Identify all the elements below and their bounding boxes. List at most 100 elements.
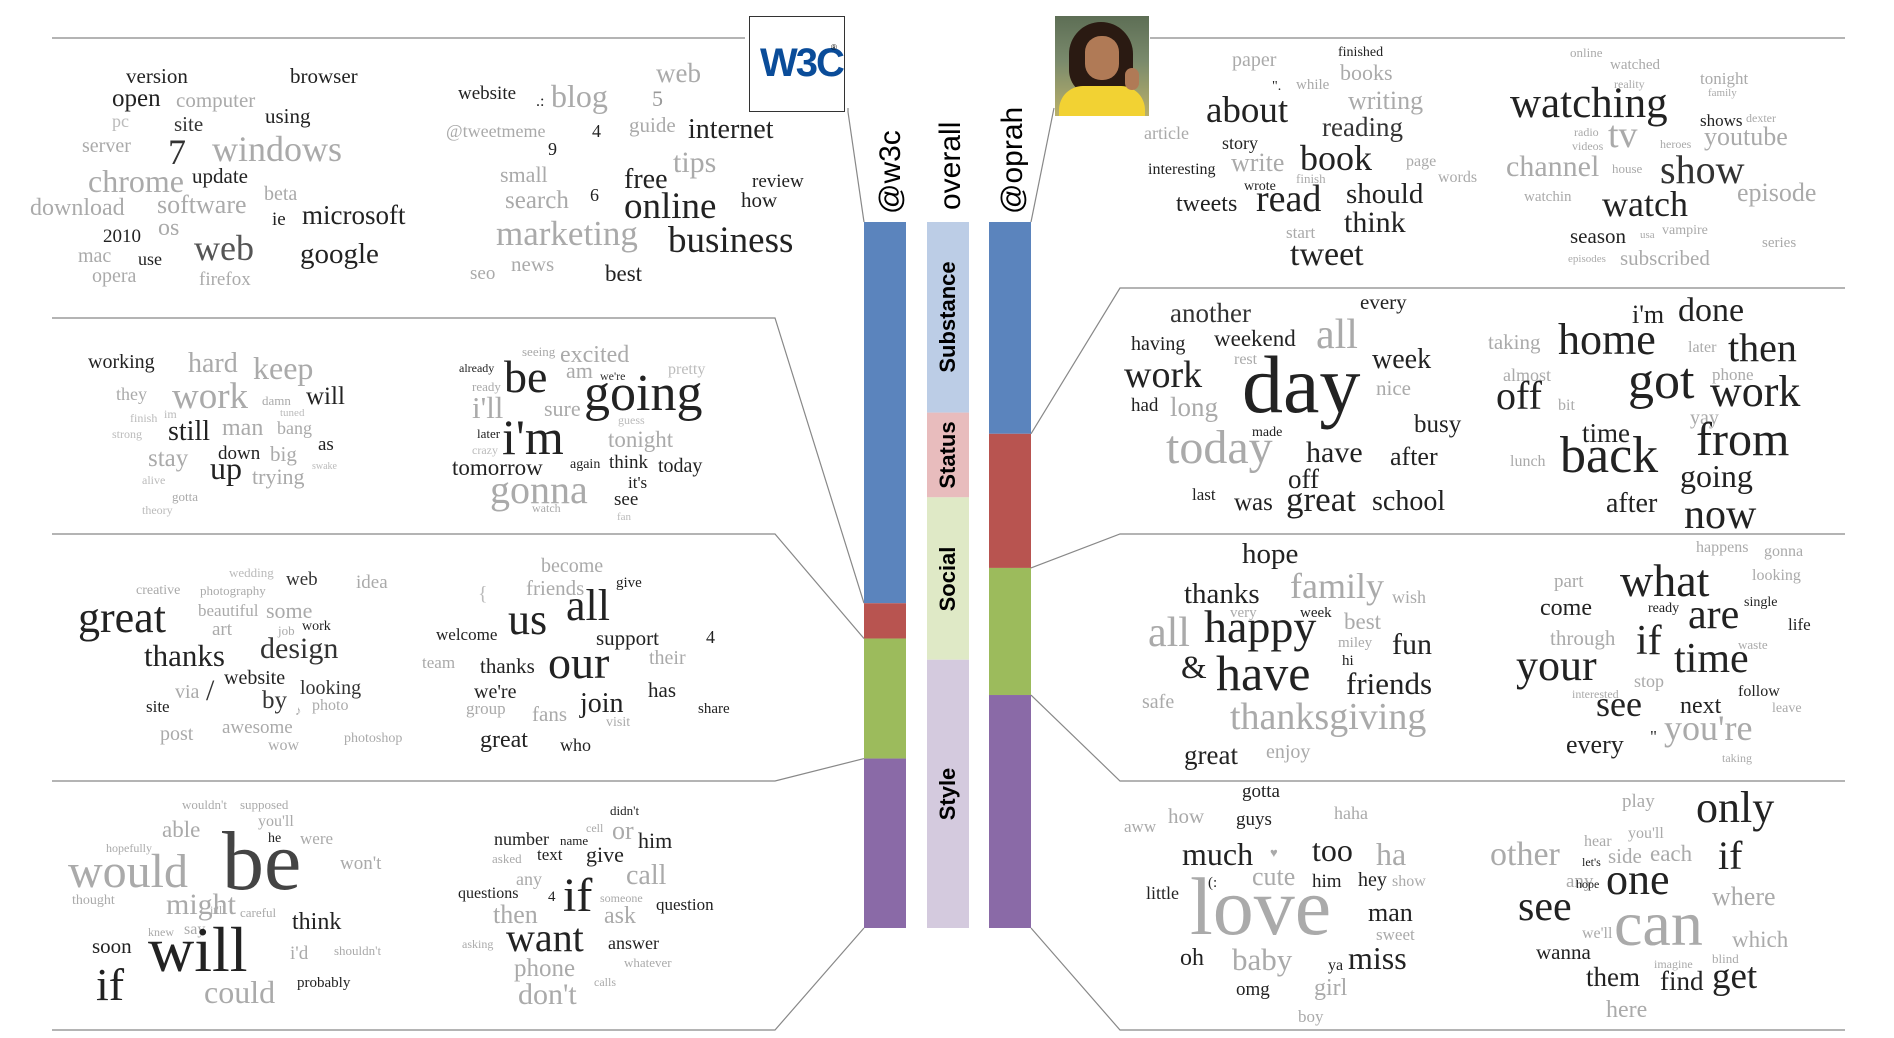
cloud-word: ie bbox=[272, 209, 286, 230]
cloud-word: post bbox=[160, 723, 194, 745]
cloud-word: watch bbox=[1602, 184, 1688, 224]
cloud-word: while bbox=[1296, 77, 1330, 93]
cloud-word: article bbox=[1144, 123, 1189, 143]
cloud-word: youtube bbox=[1704, 122, 1788, 151]
cloud-word: what bbox=[1620, 555, 1710, 606]
cloud-word: fun bbox=[1392, 628, 1432, 661]
cloud-word: computer bbox=[176, 88, 256, 112]
cloud-word: from bbox=[1696, 413, 1790, 466]
cloud-word: cell bbox=[586, 821, 604, 835]
cloud-word: today bbox=[1166, 421, 1273, 474]
category-label-social: Social bbox=[935, 546, 960, 611]
cloud-word: which bbox=[1732, 927, 1789, 952]
cloud-word: beta bbox=[264, 183, 298, 205]
cloud-word: " bbox=[1650, 727, 1657, 746]
cloud-word: gotta bbox=[1242, 781, 1280, 802]
cloud-word: be bbox=[504, 351, 548, 402]
cloud-word: videos bbox=[1572, 139, 1604, 153]
cloud-word: watch bbox=[532, 501, 561, 515]
cloud-word: you're bbox=[1664, 708, 1753, 748]
cloud-word: support bbox=[596, 626, 659, 650]
overall-substance-segment bbox=[927, 222, 969, 413]
cloud-word: week bbox=[1372, 344, 1432, 375]
cloud-word: house bbox=[1612, 161, 1643, 176]
cloud-word: .: bbox=[536, 93, 545, 110]
cloud-word: taking bbox=[1722, 751, 1752, 765]
cloud-word: imagine bbox=[1654, 957, 1693, 971]
w3c-logo-text: W3C bbox=[760, 41, 845, 85]
cloud-word: nice bbox=[1376, 376, 1411, 400]
cloud-word: alive bbox=[142, 473, 166, 487]
cloud-word: every bbox=[1566, 730, 1624, 759]
cloud-word: be bbox=[222, 815, 302, 908]
cloud-word: love bbox=[1190, 861, 1332, 952]
cloud-word: girl bbox=[1314, 975, 1348, 1001]
cloud-word: big bbox=[270, 442, 297, 466]
oprah-photo-connector bbox=[1030, 107, 1055, 223]
cloud-word: photography bbox=[200, 583, 266, 598]
cloud-word: interested bbox=[1572, 687, 1619, 701]
cloud-word: yay bbox=[1690, 407, 1719, 429]
cloud-word: later bbox=[1688, 339, 1717, 356]
cloud-word: seeing bbox=[522, 344, 556, 359]
cloud-word: thanks bbox=[144, 638, 225, 673]
cloud-word: working bbox=[88, 351, 155, 373]
cloud-word: friends bbox=[1346, 666, 1433, 701]
cloud-word: after bbox=[1606, 488, 1658, 519]
cloud-word: tv bbox=[1608, 114, 1638, 156]
cloud-word: online bbox=[1570, 45, 1603, 60]
w3c-panel-divider-2 bbox=[52, 533, 865, 639]
cloud-word: got bbox=[1628, 353, 1695, 410]
cloud-word: i'm bbox=[502, 409, 564, 465]
w3c-logo-icon: W3C ® bbox=[749, 16, 845, 112]
cloud-word: radio bbox=[1574, 125, 1599, 139]
cloud-word: might bbox=[166, 888, 237, 921]
cloud-word: theory bbox=[142, 503, 173, 517]
cloud-word: off bbox=[1288, 464, 1319, 494]
cloud-word: group bbox=[466, 699, 506, 718]
cloud-word: read bbox=[1256, 178, 1322, 220]
cloud-word: done bbox=[1678, 292, 1745, 329]
cloud-word: name bbox=[560, 833, 589, 848]
cloud-word: sure bbox=[544, 396, 581, 421]
cloud-word: he bbox=[268, 831, 282, 846]
cloud-word: thanksgiving bbox=[1230, 696, 1427, 738]
cloud-word: by bbox=[262, 687, 287, 714]
cloud-word: 4 bbox=[706, 627, 715, 647]
cloud-word: life bbox=[1788, 615, 1811, 634]
cloud-word: 6 bbox=[590, 185, 599, 205]
cloud-word: 7 bbox=[168, 132, 186, 172]
cloud-word: only bbox=[1696, 783, 1775, 832]
cloud-word: can bbox=[1614, 888, 1703, 959]
cloud-word: @tweetmeme bbox=[446, 121, 546, 141]
cloud-word: miley bbox=[1338, 635, 1373, 651]
overall-status-segment bbox=[927, 412, 969, 498]
cloud-word: work bbox=[172, 376, 249, 417]
cloud-word: looking bbox=[300, 677, 362, 699]
cloud-word: heroes bbox=[1660, 137, 1692, 151]
cloud-word: swake bbox=[312, 461, 337, 472]
cloud-word: strong bbox=[112, 427, 142, 441]
cloud-word: free bbox=[624, 164, 668, 195]
cloud-word: keep bbox=[253, 350, 314, 386]
cloud-word: shows bbox=[1700, 111, 1743, 130]
cloud-word: show bbox=[1660, 147, 1745, 192]
cloud-word: hear bbox=[1584, 833, 1612, 850]
cloud-word: were bbox=[300, 829, 334, 848]
w3c-bottom-border bbox=[52, 927, 865, 1031]
w3c-social-segment bbox=[864, 638, 906, 759]
cloud-word: family bbox=[1290, 566, 1384, 606]
cloud-word: don't bbox=[518, 978, 577, 1011]
cloud-word: if bbox=[1636, 618, 1662, 664]
cloud-word: crazy bbox=[472, 443, 498, 457]
cloud-word: now bbox=[1684, 492, 1757, 538]
cloud-word: have bbox=[1216, 645, 1311, 701]
cloud-word: if bbox=[563, 869, 593, 922]
cloud-word: man bbox=[222, 415, 264, 441]
cloud-word: search bbox=[505, 187, 569, 214]
cloud-word: questions bbox=[458, 885, 519, 902]
cloud-word: them bbox=[1586, 962, 1640, 992]
cloud-word: give bbox=[616, 575, 642, 591]
cloud-word: going bbox=[1680, 458, 1753, 494]
